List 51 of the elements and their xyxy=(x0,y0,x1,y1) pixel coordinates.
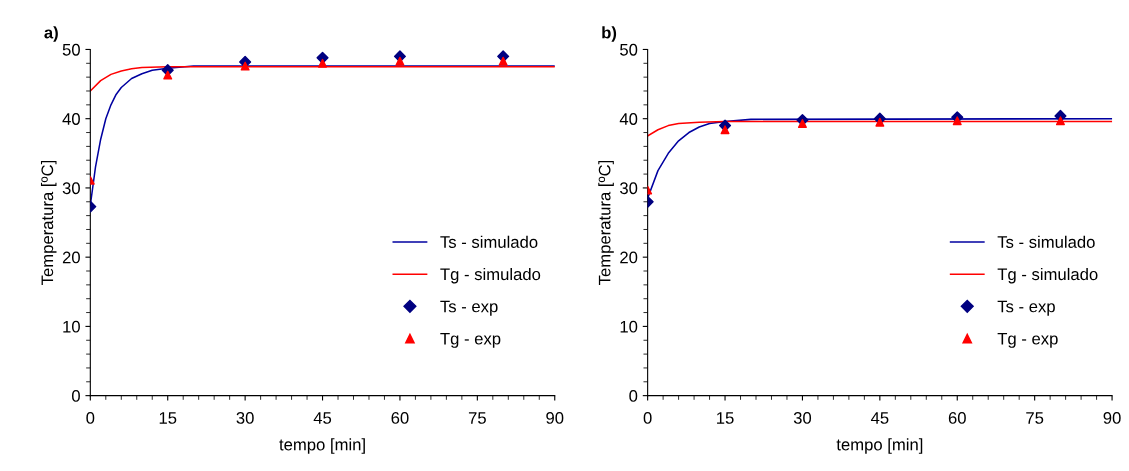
y-tick-label: 30 xyxy=(620,182,638,195)
point xyxy=(952,116,962,126)
y-axis-title: Temperatura [ºC] xyxy=(40,160,57,285)
x-tick-label: 45 xyxy=(313,412,332,424)
legend-label: Tg - exp xyxy=(440,332,501,348)
point xyxy=(395,56,405,66)
x-tick-label: 30 xyxy=(793,412,812,424)
y-tick-label: 50 xyxy=(62,43,80,56)
y-tick-label: 20 xyxy=(620,251,638,264)
point xyxy=(163,70,173,80)
point xyxy=(240,61,250,71)
y-tick-label: 30 xyxy=(62,182,80,195)
point xyxy=(1055,116,1065,126)
legend-label: Tg - simulado xyxy=(997,267,1098,284)
x-tick-label: 0 xyxy=(86,412,95,424)
legend-label: Ts - simulado xyxy=(997,235,1095,248)
x-tick-label: 60 xyxy=(948,412,966,424)
y-tick-label: 10 xyxy=(63,320,80,333)
y-tick-label: 40 xyxy=(619,113,638,125)
y-tick-label: 0 xyxy=(71,390,80,402)
x-tick-label: 15 xyxy=(717,412,734,424)
x-tick-label: 15 xyxy=(159,412,177,424)
legend-label: Tg - exp xyxy=(997,332,1058,348)
point xyxy=(797,119,807,129)
legend-label: Ts - simulado xyxy=(440,235,538,248)
x-tick-label: 30 xyxy=(236,412,254,424)
x-axis-title: tempo [min] xyxy=(836,438,923,454)
x-tick-label: 0 xyxy=(643,412,652,424)
point xyxy=(498,56,508,66)
chart-title: b) xyxy=(602,26,617,42)
x-tick-label: 45 xyxy=(870,412,889,424)
y-axis-title: Temperatura [ºC] xyxy=(598,160,614,285)
legend-label: Ts - exp xyxy=(440,300,498,316)
legend-label: Tg - simulado xyxy=(440,267,541,284)
point xyxy=(318,58,328,68)
point xyxy=(875,117,885,127)
line-series xyxy=(647,120,1113,137)
y-tick-label: 20 xyxy=(62,251,80,264)
y-tick-label: 10 xyxy=(620,320,638,333)
y-tick-label: 50 xyxy=(620,43,638,56)
x-axis-title: tempo [min] xyxy=(279,438,365,454)
chart-title: a) xyxy=(44,26,58,42)
y-tick-label: 40 xyxy=(62,113,80,125)
legend-label: Ts - exp xyxy=(997,300,1055,316)
y-tick-label: 0 xyxy=(629,390,638,402)
x-tick-label: 75 xyxy=(1026,412,1044,424)
x-tick-label: 60 xyxy=(391,412,409,424)
x-tick-label: 90 xyxy=(1103,412,1121,424)
x-tick-label: 90 xyxy=(546,412,564,424)
point xyxy=(720,125,730,135)
x-tick-label: 75 xyxy=(468,412,486,424)
